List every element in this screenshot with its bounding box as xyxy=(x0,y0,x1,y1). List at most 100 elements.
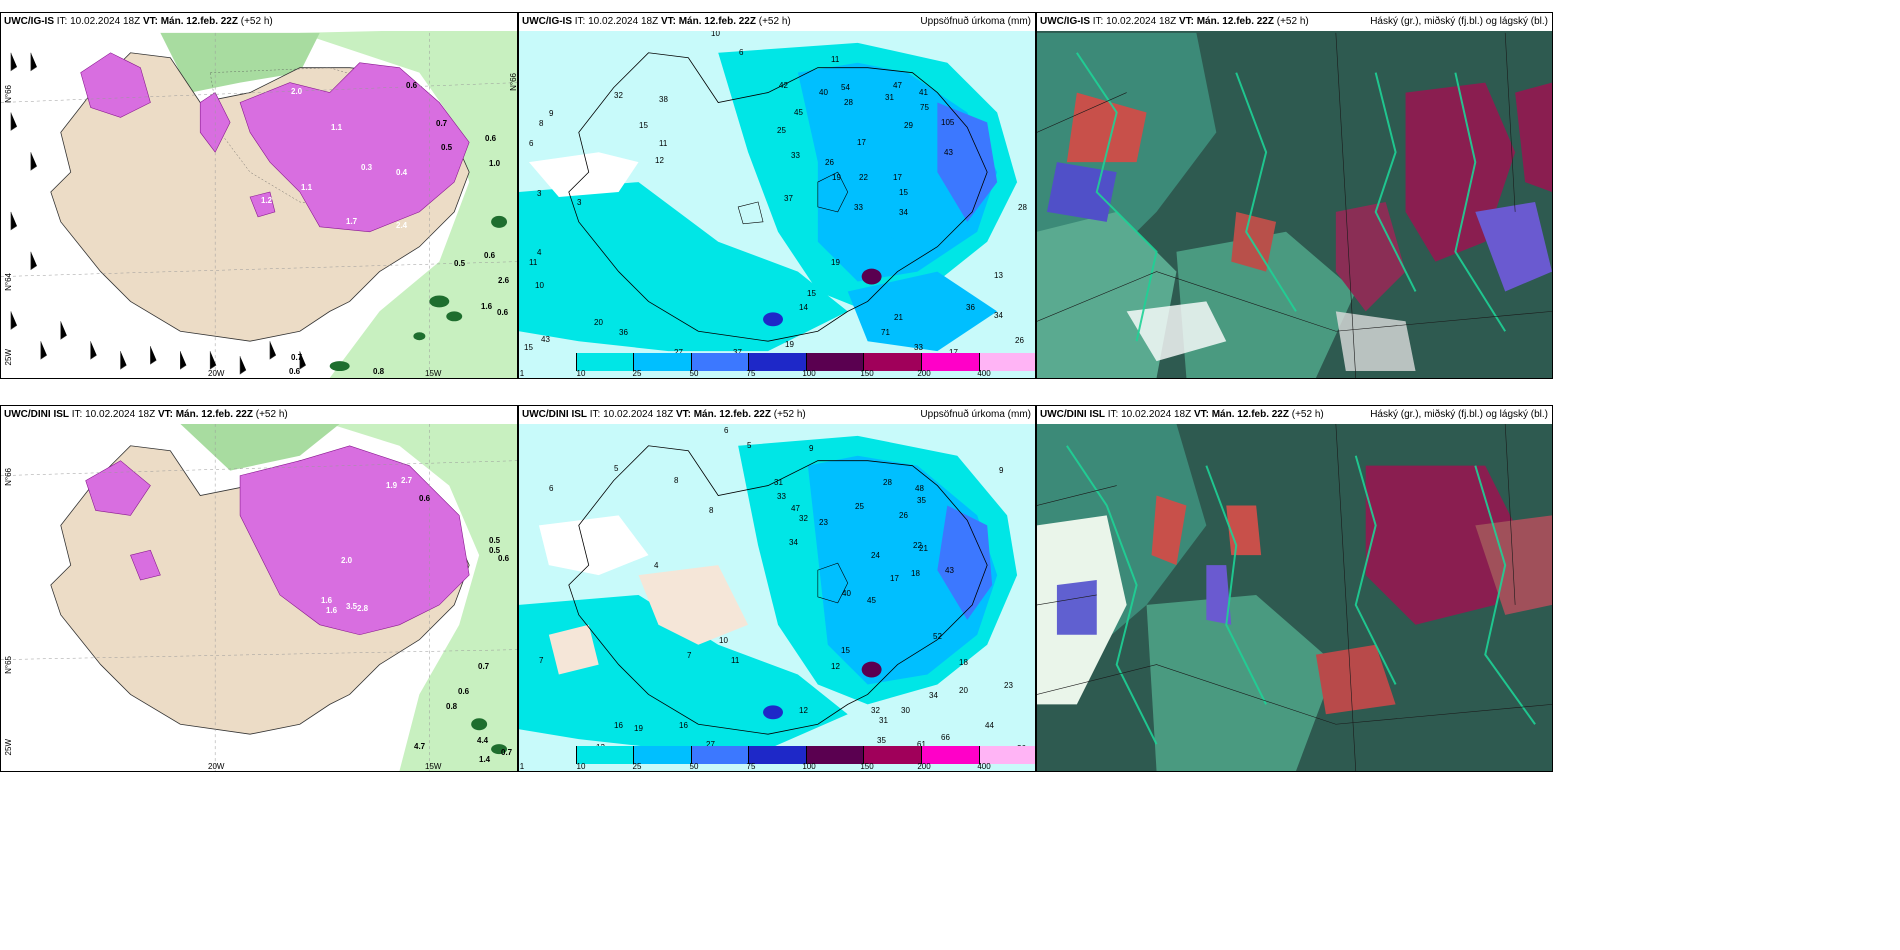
value-label: 0.7 xyxy=(501,748,513,757)
lead-time: (+52 h) xyxy=(237,16,273,27)
value-label: 1.6 xyxy=(326,606,338,615)
value-label: 36 xyxy=(966,303,975,312)
field-name: Háský (gr.), miðský (fj.bl.) og lágský (… xyxy=(1370,16,1548,27)
colorbar-label: 400 xyxy=(977,369,991,378)
value-label: 28 xyxy=(883,478,892,487)
value-label: 105 xyxy=(941,118,955,127)
value-label: 5 xyxy=(614,464,619,473)
panel-top-mid-precip-map: UWC/IG-IS IT: 10.02.2024 18Z VT: Mán. 12… xyxy=(518,12,1036,379)
value-label: 0.4 xyxy=(396,168,408,177)
value-label: 10 xyxy=(719,636,728,645)
colorbar-cell xyxy=(634,746,692,764)
colorbar-labels: 1 10 25 50 75 100 150 200 400 xyxy=(519,369,1035,378)
value-label: 2.4 xyxy=(396,221,408,230)
precip-map xyxy=(519,406,1035,771)
value-label: 43 xyxy=(541,335,550,344)
value-label: 26 xyxy=(825,158,834,167)
value-label: 6 xyxy=(739,48,744,57)
value-label: 2.6 xyxy=(498,276,510,285)
value-label: 0.3 xyxy=(361,163,373,172)
value-label: 40 xyxy=(842,589,851,598)
value-label: 61 xyxy=(917,740,926,749)
value-label: 1.6 xyxy=(321,596,333,605)
value-label: 17 xyxy=(857,138,866,147)
valid-time: VT: Mán. 12.feb. 22Z xyxy=(660,16,756,27)
value-label: 26 xyxy=(899,511,908,520)
value-label: 5 xyxy=(747,441,752,450)
value-label: 0.5 xyxy=(489,546,501,555)
value-label: 0.5 xyxy=(454,259,466,268)
lon-label: 20W xyxy=(208,369,225,378)
value-label: 34 xyxy=(994,311,1003,320)
value-label: 1.4 xyxy=(479,755,491,764)
value-label: 4.7 xyxy=(414,742,426,751)
lead-time: (+52 h) xyxy=(1288,409,1324,420)
value-label: 44 xyxy=(985,721,994,730)
colorbar-label: 1 xyxy=(519,762,525,771)
value-label: 4 xyxy=(537,248,542,257)
panel-top-right-cloud-map: UWC/IG-IS IT: 10.02.2024 18Z VT: Mán. 12… xyxy=(1036,12,1553,379)
field-name: Uppsöfnuð úrkoma (mm) xyxy=(920,409,1031,420)
colorbar-cell xyxy=(806,353,865,371)
value-label: 52 xyxy=(933,632,942,641)
panel-title: UWC/IG-IS IT: 10.02.2024 18Z VT: Mán. 12… xyxy=(1037,13,1552,31)
panel-bottom-left-snow-map: UWC/DINI ISL IT: 10.02.2024 18Z VT: Mán.… xyxy=(0,405,518,772)
value-label: 1.2 xyxy=(261,196,273,205)
value-label: 34 xyxy=(929,691,938,700)
colorbar-cell xyxy=(576,746,635,764)
lat-label: N°64 xyxy=(4,273,13,291)
panel-bottom-mid-precip-map: UWC/DINI ISL IT: 10.02.2024 18Z VT: Mán.… xyxy=(518,405,1036,772)
init-time: IT: 10.02.2024 18Z xyxy=(1090,16,1179,27)
snow-wind-map xyxy=(1,406,517,771)
colorbar-cell xyxy=(864,746,922,764)
value-label: 37 xyxy=(733,348,742,357)
colorbar-label: 25 xyxy=(632,369,642,378)
value-label: 21 xyxy=(919,544,928,553)
value-label: 19 xyxy=(832,173,841,182)
field-name: Uppsöfnuð úrkoma (mm) xyxy=(920,16,1031,27)
field-name: Háský (gr.), miðský (fj.bl.) og lágský (… xyxy=(1370,409,1548,420)
value-label: 17 xyxy=(890,574,899,583)
value-label: 15 xyxy=(841,646,850,655)
value-label: 19 xyxy=(634,724,643,733)
value-label: 33 xyxy=(854,203,863,212)
lon-label: 15W xyxy=(425,369,442,378)
value-label: 2.7 xyxy=(401,476,413,485)
colorbar-cell xyxy=(691,746,750,764)
panel-title: UWC/DINI ISL IT: 10.02.2024 18Z VT: Mán.… xyxy=(519,406,1035,424)
panel-title: UWC/IG-IS IT: 10.02.2024 18Z VT: Mán. 12… xyxy=(519,13,1035,31)
value-label: 4.4 xyxy=(477,736,489,745)
value-label: 14 xyxy=(799,303,808,312)
value-label: 12 xyxy=(799,706,808,715)
precip-colorbar xyxy=(519,353,1035,371)
value-label: 0.6 xyxy=(485,134,497,143)
snow-wind-map xyxy=(1,13,517,378)
value-label: 12 xyxy=(831,662,840,671)
lat-label: N°66 xyxy=(4,85,13,103)
value-label: 54 xyxy=(841,83,850,92)
value-label: 1.6 xyxy=(481,302,493,311)
colorbar-cell xyxy=(864,353,922,371)
value-label: 21 xyxy=(894,313,903,322)
value-label: 15 xyxy=(524,343,533,352)
value-label: 0.7 xyxy=(291,353,303,362)
cloud-map xyxy=(1037,13,1552,378)
value-label: 22 xyxy=(859,173,868,182)
lon-label: 15W xyxy=(425,762,442,771)
value-label: 34 xyxy=(899,208,908,217)
value-label: 15 xyxy=(807,289,816,298)
value-label: 0.6 xyxy=(406,81,418,90)
colorbar-label: 200 xyxy=(917,762,931,771)
value-label: 28 xyxy=(844,98,853,107)
value-label: 26 xyxy=(1015,336,1024,345)
value-label: 47 xyxy=(791,504,800,513)
colorbar-cell xyxy=(806,746,865,764)
value-label: 32 xyxy=(799,514,808,523)
colorbar-label: 100 xyxy=(802,762,816,771)
lon-left-label: 25W xyxy=(4,349,13,366)
value-label: 75 xyxy=(920,103,929,112)
value-label: 31 xyxy=(774,478,783,487)
value-label: 31 xyxy=(879,716,888,725)
value-label: 0.7 xyxy=(436,119,448,128)
colorbar-label: 50 xyxy=(689,762,699,771)
